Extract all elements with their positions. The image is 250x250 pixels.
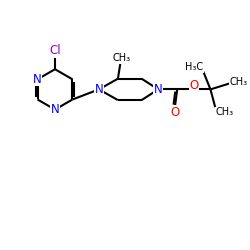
Text: Cl: Cl: [49, 44, 61, 58]
Text: CH₃: CH₃: [215, 108, 233, 118]
Text: H₃C: H₃C: [185, 62, 204, 72]
Text: N: N: [33, 73, 42, 86]
Text: N: N: [154, 83, 162, 96]
Text: CH₃: CH₃: [112, 53, 130, 63]
Text: O: O: [170, 106, 179, 119]
Text: O: O: [189, 79, 198, 92]
Text: CH₃: CH₃: [230, 77, 248, 87]
Text: N: N: [50, 103, 59, 116]
Text: N: N: [94, 83, 103, 96]
